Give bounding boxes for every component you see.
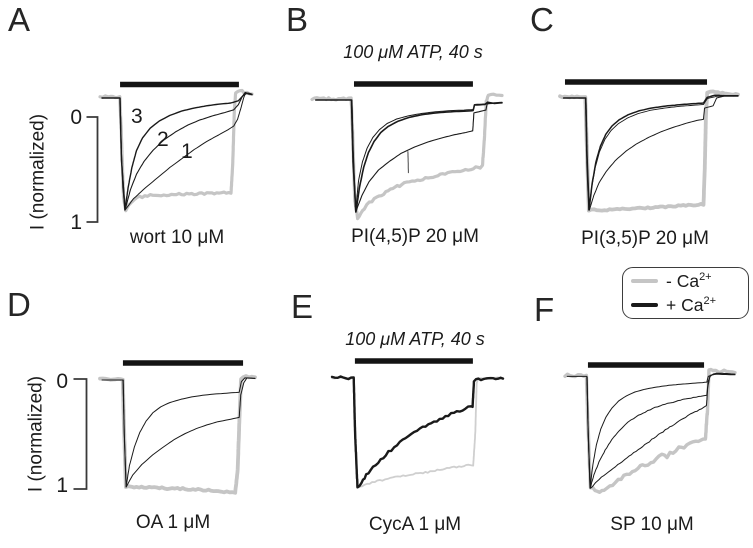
panel-d-caption: OA 1 μM [135,512,211,533]
legend-row-minus-ca: - Ca2+ [631,270,742,292]
panel-a-yaxis-title: I (normalized) [27,113,49,231]
legend: - Ca2+ + Ca2+ [622,267,749,319]
minus-ca-swatch [631,278,658,283]
legend-label-plus-ca: + Ca2+ [666,294,716,315]
panel-d-tick-1: 1 [56,474,68,497]
panel-c-letter: C [530,1,554,38]
plus-ca-swatch [631,303,658,308]
panel-c-caption: PI(3,5)P 20 μM [581,228,709,249]
panel-a-caption: wort 10 μM [129,227,225,248]
panel-b-letter: B [286,1,309,38]
panel-a-letter: A [8,1,31,38]
trace-annotation-3: 3 [131,105,143,128]
legend-row-plus-ca: + Ca2+ [631,295,742,317]
trace-annotation-2: 2 [157,128,169,151]
panel-d-yaxis-title: I (normalized) [25,375,47,493]
panel-d-letter: D [7,286,31,323]
panel-e-letter: E [291,288,314,325]
legend-label-minus-ca: - Ca2+ [666,270,712,291]
panel-f-caption: SP 10 μM [610,514,694,535]
panel-d-tick-0: 0 [56,370,68,393]
panel-f-letter: F [534,291,555,328]
panel-a-tick-0: 0 [70,106,82,129]
panel-b-caption: PI(4,5)P 20 μM [351,226,479,247]
trace-annotation-1: 1 [181,140,193,163]
panel-e-stimulus-label: 100 μM ATP, 40 s [345,329,485,349]
panel-b-stimulus-label: 100 μM ATP, 40 s [343,42,483,62]
panel-e-caption: CycA 1 μM [368,514,462,535]
panel-a-tick-1: 1 [70,211,82,234]
